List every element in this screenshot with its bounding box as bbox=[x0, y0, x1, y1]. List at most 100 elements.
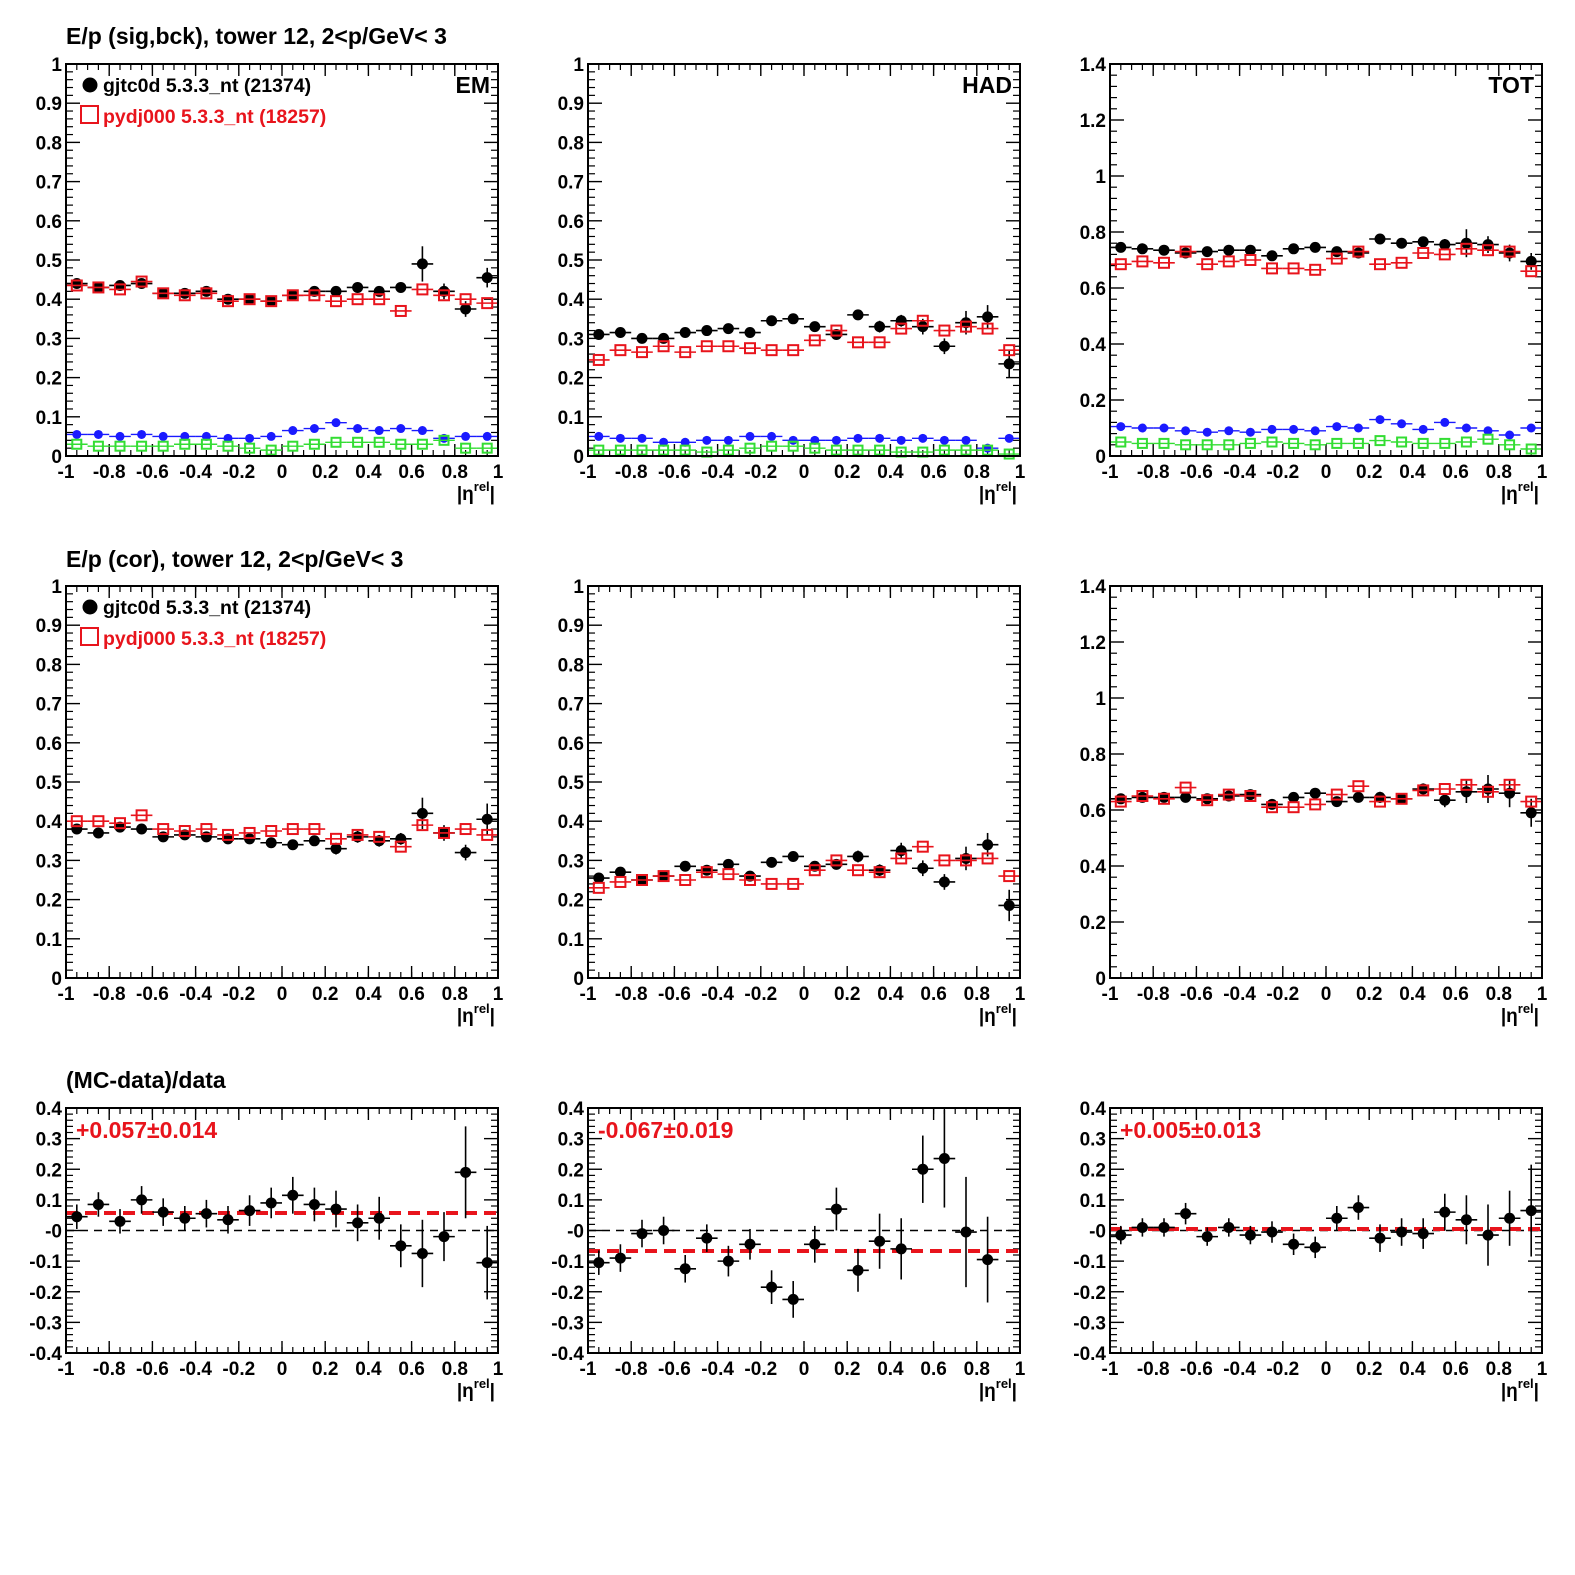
marker-open bbox=[700, 866, 713, 879]
point-bkg_mc bbox=[433, 434, 455, 446]
point-mc bbox=[804, 334, 826, 347]
point-data bbox=[1434, 239, 1456, 251]
marker-open bbox=[178, 289, 191, 302]
point-mc bbox=[1347, 245, 1370, 258]
point-mc bbox=[303, 823, 326, 836]
point-mc bbox=[1196, 258, 1218, 271]
x-axis-title-tail: | bbox=[1012, 1006, 1017, 1027]
marker-filled bbox=[1505, 430, 1515, 440]
marker-open bbox=[352, 436, 364, 448]
marker-filled bbox=[1137, 423, 1147, 433]
point-data bbox=[152, 831, 174, 843]
point-data bbox=[804, 1225, 826, 1263]
point-mc bbox=[631, 874, 653, 886]
marker-filled bbox=[1482, 783, 1494, 795]
point-mc bbox=[303, 289, 326, 302]
x-tick-label: 0.6 bbox=[1442, 984, 1468, 1005]
marker-open bbox=[157, 823, 170, 836]
marker-open bbox=[157, 287, 170, 300]
legend-data-label: gjtc0d 5.3.3_nt (21374) bbox=[103, 75, 311, 97]
marker-filled bbox=[895, 845, 907, 857]
marker-open bbox=[330, 295, 342, 308]
marker-filled bbox=[701, 1232, 713, 1244]
y-tick-label: 0.4 bbox=[558, 812, 585, 833]
marker-open bbox=[1503, 778, 1516, 791]
point-data bbox=[847, 1248, 869, 1292]
point-mc bbox=[1498, 778, 1521, 791]
point-bkg_mc bbox=[346, 436, 369, 448]
marker-open bbox=[636, 874, 648, 886]
point-data bbox=[390, 281, 412, 293]
point-mc bbox=[1239, 790, 1262, 802]
marker-filled bbox=[766, 1281, 778, 1293]
marker-open bbox=[200, 438, 212, 450]
point-mc bbox=[368, 293, 390, 306]
x-tick-label: -0.6 bbox=[136, 462, 169, 483]
marker-open bbox=[1352, 780, 1365, 793]
marker-open bbox=[960, 444, 972, 456]
point-bkg_data bbox=[325, 418, 347, 428]
marker-filled bbox=[308, 1198, 320, 1210]
point-data bbox=[1261, 798, 1283, 810]
x-axis-title: |ηrel| bbox=[1501, 479, 1539, 505]
row-title-sig-bck: E/p (sig,bck), tower 12, 2<p/GeV< 3 bbox=[66, 23, 447, 49]
marker-open bbox=[1460, 778, 1473, 791]
marker-filled bbox=[1439, 1206, 1451, 1218]
point-bkg_mc bbox=[1498, 439, 1521, 451]
point-bkg_mc bbox=[1282, 437, 1305, 449]
plot-frame bbox=[587, 1107, 1021, 1354]
y-tick-label: -0 bbox=[1089, 1222, 1106, 1243]
marker-open bbox=[244, 442, 256, 454]
point-mc bbox=[174, 289, 196, 302]
x-tick-label: -1 bbox=[58, 462, 75, 483]
point-mc bbox=[1477, 785, 1499, 798]
point-bkg_data bbox=[260, 431, 282, 441]
x-axis-title-main: |η bbox=[979, 1381, 996, 1402]
marker-open bbox=[92, 815, 105, 828]
y-tick-label: 0.9 bbox=[558, 94, 584, 115]
x-tick-label: -0.4 bbox=[701, 984, 734, 1005]
x-tick-label: 0.8 bbox=[442, 984, 468, 1005]
x-axis-title-tail: | bbox=[1012, 1381, 1017, 1402]
point-data bbox=[1282, 791, 1305, 803]
point-data bbox=[890, 842, 912, 859]
marker-open bbox=[1374, 258, 1386, 271]
x-tick-label: -0.6 bbox=[658, 984, 691, 1005]
point-data bbox=[890, 1218, 912, 1280]
point-bkg_data bbox=[674, 437, 696, 447]
marker-filled bbox=[744, 1238, 756, 1250]
marker-filled bbox=[1396, 1226, 1408, 1238]
x-axis-title-tail: | bbox=[1534, 484, 1539, 505]
marker-open bbox=[481, 828, 494, 841]
y-tick-label: 0.3 bbox=[558, 1130, 584, 1151]
marker-filled bbox=[614, 1252, 626, 1264]
x-tick-label: 0 bbox=[277, 1359, 288, 1380]
point-data bbox=[454, 844, 477, 861]
y-tick-label: 0.7 bbox=[558, 173, 584, 194]
marker-filled bbox=[1158, 244, 1170, 256]
marker-filled bbox=[1288, 1238, 1300, 1250]
point-bkg_data bbox=[1174, 426, 1197, 436]
point-data bbox=[1347, 1195, 1370, 1220]
marker-filled bbox=[830, 1203, 842, 1215]
point-data bbox=[325, 842, 347, 855]
point-data bbox=[1477, 1204, 1499, 1266]
marker-open bbox=[1158, 792, 1170, 805]
point-data bbox=[346, 831, 369, 843]
x-tick-label: -0.2 bbox=[222, 1359, 255, 1380]
point-bkg_mc bbox=[847, 444, 869, 456]
marker-filled bbox=[114, 821, 126, 833]
point-mc bbox=[66, 279, 88, 292]
point-bkg_mc bbox=[303, 438, 326, 450]
point-mc bbox=[1520, 265, 1542, 278]
point-data bbox=[955, 1176, 977, 1288]
x-tick-label: -0.4 bbox=[701, 1359, 734, 1380]
marker-open bbox=[438, 434, 450, 446]
point-data bbox=[782, 850, 804, 862]
marker-filled bbox=[1526, 423, 1536, 433]
panel-cor-had: -1 -0.8 -0.6 -0.4 -0.2 0 0.2 0.4 0.6 0.8 1 0 0.1 0.2 0… bbox=[558, 577, 1026, 1027]
marker-filled bbox=[136, 823, 148, 835]
point-bkg_data bbox=[847, 433, 869, 443]
marker-filled bbox=[1003, 899, 1015, 911]
point-data bbox=[933, 874, 956, 890]
